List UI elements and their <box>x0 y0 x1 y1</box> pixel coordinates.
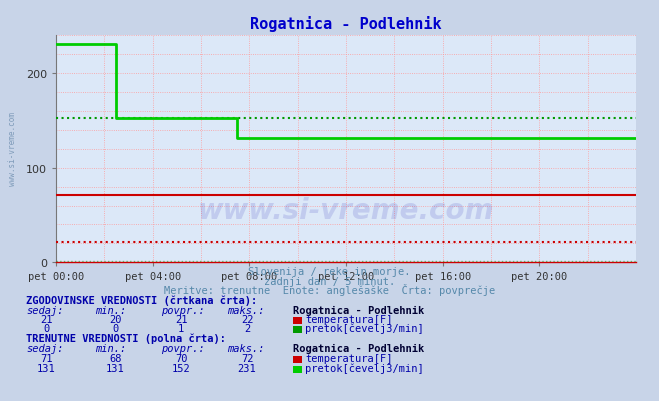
Text: Rogatnica - Podlehnik: Rogatnica - Podlehnik <box>293 343 424 353</box>
Text: maks.:: maks.: <box>227 305 265 315</box>
Text: 71: 71 <box>40 353 52 363</box>
Text: 21: 21 <box>40 314 52 324</box>
Text: temperatura[F]: temperatura[F] <box>305 314 393 324</box>
Text: 72: 72 <box>241 353 253 363</box>
Text: 0: 0 <box>112 323 119 333</box>
Text: sedaj:: sedaj: <box>26 343 64 353</box>
Text: pretok[čevelj3/min]: pretok[čevelj3/min] <box>305 323 424 333</box>
Text: 231: 231 <box>238 363 256 373</box>
Text: 21: 21 <box>175 314 187 324</box>
Text: 152: 152 <box>172 363 190 373</box>
Text: maks.:: maks.: <box>227 343 265 353</box>
Text: sedaj:: sedaj: <box>26 305 64 315</box>
Text: 0: 0 <box>43 323 49 333</box>
Text: 131: 131 <box>106 363 125 373</box>
Text: www.si-vreme.com: www.si-vreme.com <box>8 111 17 185</box>
Text: 131: 131 <box>37 363 55 373</box>
Text: temperatura[F]: temperatura[F] <box>305 353 393 363</box>
Text: povpr.:: povpr.: <box>161 343 205 353</box>
Text: 68: 68 <box>109 353 121 363</box>
Text: TRENUTNE VREDNOSTI (polna črta):: TRENUTNE VREDNOSTI (polna črta): <box>26 332 226 343</box>
Text: 70: 70 <box>175 353 187 363</box>
Text: min.:: min.: <box>96 305 127 315</box>
Text: 22: 22 <box>241 314 253 324</box>
Text: Meritve: trenutne  Enote: anglešaške  Črta: povprečje: Meritve: trenutne Enote: anglešaške Črta… <box>164 284 495 296</box>
Text: min.:: min.: <box>96 343 127 353</box>
Text: Slovenija / reke in morje.: Slovenija / reke in morje. <box>248 267 411 277</box>
Text: www.si-vreme.com: www.si-vreme.com <box>198 197 494 225</box>
Text: Rogatnica - Podlehnik: Rogatnica - Podlehnik <box>293 305 424 315</box>
Text: pretok[čevelj3/min]: pretok[čevelj3/min] <box>305 363 424 373</box>
Text: 2: 2 <box>244 323 250 333</box>
Text: zadnji dan / 5 minut.: zadnji dan / 5 minut. <box>264 276 395 286</box>
Text: povpr.:: povpr.: <box>161 305 205 315</box>
Text: ZGODOVINSKE VREDNOSTI (črtkana črta):: ZGODOVINSKE VREDNOSTI (črtkana črta): <box>26 294 258 305</box>
Text: 1: 1 <box>178 323 185 333</box>
Title: Rogatnica - Podlehnik: Rogatnica - Podlehnik <box>250 16 442 32</box>
Text: 20: 20 <box>109 314 121 324</box>
